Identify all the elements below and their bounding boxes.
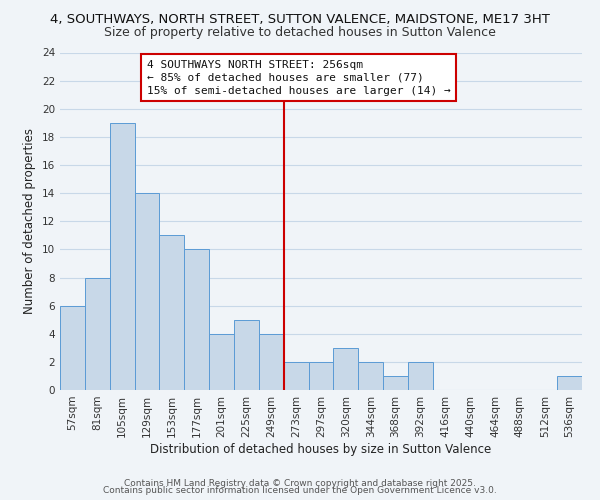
X-axis label: Distribution of detached houses by size in Sutton Valence: Distribution of detached houses by size … <box>151 442 491 456</box>
Bar <box>160 236 184 390</box>
Text: 4 SOUTHWAYS NORTH STREET: 256sqm
← 85% of detached houses are smaller (77)
15% o: 4 SOUTHWAYS NORTH STREET: 256sqm ← 85% o… <box>147 60 451 96</box>
Bar <box>234 320 259 390</box>
Bar <box>284 362 308 390</box>
Bar <box>60 306 85 390</box>
Text: Contains public sector information licensed under the Open Government Licence v3: Contains public sector information licen… <box>103 486 497 495</box>
Text: Contains HM Land Registry data © Crown copyright and database right 2025.: Contains HM Land Registry data © Crown c… <box>124 478 476 488</box>
Text: 4, SOUTHWAYS, NORTH STREET, SUTTON VALENCE, MAIDSTONE, ME17 3HT: 4, SOUTHWAYS, NORTH STREET, SUTTON VALEN… <box>50 12 550 26</box>
Bar <box>557 376 582 390</box>
Bar <box>209 334 234 390</box>
Bar <box>358 362 383 390</box>
Bar <box>134 193 160 390</box>
Bar <box>383 376 408 390</box>
Bar <box>308 362 334 390</box>
Y-axis label: Number of detached properties: Number of detached properties <box>23 128 37 314</box>
Bar <box>259 334 284 390</box>
Bar <box>184 250 209 390</box>
Bar <box>408 362 433 390</box>
Text: Size of property relative to detached houses in Sutton Valence: Size of property relative to detached ho… <box>104 26 496 39</box>
Bar <box>334 348 358 390</box>
Bar <box>110 123 134 390</box>
Bar <box>85 278 110 390</box>
